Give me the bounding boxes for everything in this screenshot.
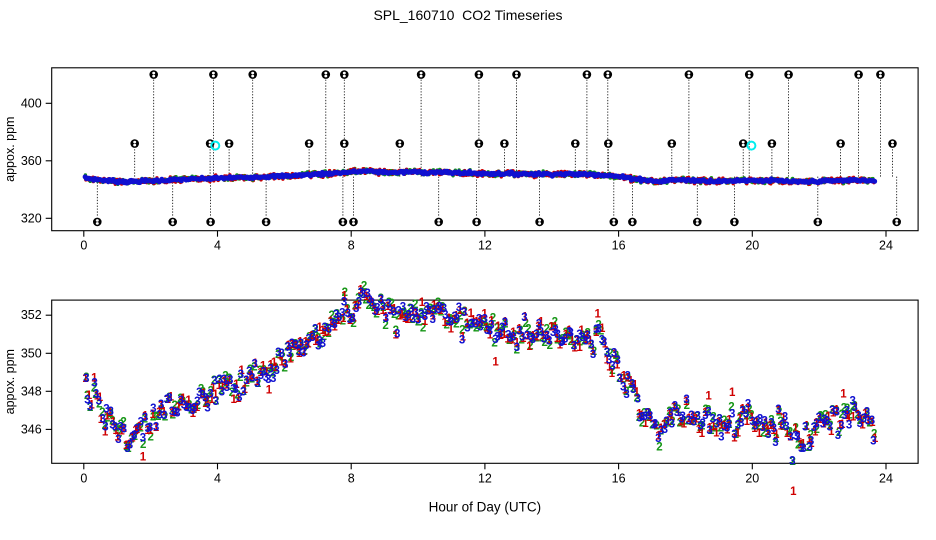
svg-text:3: 3 <box>683 394 689 406</box>
svg-text:3: 3 <box>341 296 347 308</box>
svg-text:3: 3 <box>240 387 246 399</box>
svg-text:400: 400 <box>21 96 42 110</box>
svg-text:1: 1 <box>594 309 601 321</box>
svg-text:346: 346 <box>21 422 42 436</box>
svg-text:3: 3 <box>521 312 527 324</box>
svg-text:3: 3 <box>802 421 808 433</box>
svg-text:appox. ppm: appox. ppm <box>3 349 17 414</box>
svg-text:1: 1 <box>790 486 797 498</box>
svg-text:24: 24 <box>879 239 893 253</box>
svg-text:352: 352 <box>21 308 42 322</box>
svg-text:3: 3 <box>808 436 814 448</box>
svg-text:4: 4 <box>214 471 221 485</box>
svg-text:3: 3 <box>312 323 318 335</box>
svg-text:8: 8 <box>348 239 355 253</box>
svg-text:1: 1 <box>140 451 147 463</box>
svg-text:3: 3 <box>870 436 876 448</box>
svg-text:3: 3 <box>282 359 288 371</box>
svg-text:3: 3 <box>669 419 675 431</box>
svg-text:3: 3 <box>121 423 127 435</box>
svg-text:3: 3 <box>789 455 795 467</box>
svg-text:3: 3 <box>771 423 777 435</box>
svg-text:350: 350 <box>21 346 42 360</box>
svg-text:3: 3 <box>761 415 767 427</box>
svg-text:3: 3 <box>102 421 108 433</box>
svg-text:3: 3 <box>794 431 800 443</box>
svg-text:4: 4 <box>214 239 221 253</box>
svg-text:3: 3 <box>461 307 467 319</box>
svg-text:3: 3 <box>706 425 712 437</box>
svg-text:3: 3 <box>115 434 121 446</box>
svg-text:3: 3 <box>846 419 852 431</box>
svg-text:3: 3 <box>488 320 494 332</box>
svg-text:360: 360 <box>21 154 42 168</box>
svg-text:3: 3 <box>623 389 629 401</box>
svg-text:3: 3 <box>459 334 465 346</box>
svg-text:1: 1 <box>492 357 499 369</box>
svg-text:Hour of Day (UTC): Hour of Day (UTC) <box>429 499 542 514</box>
svg-text:3: 3 <box>107 406 113 418</box>
svg-text:3: 3 <box>635 394 641 406</box>
svg-text:8: 8 <box>348 471 355 485</box>
svg-text:3: 3 <box>514 342 520 354</box>
svg-text:3: 3 <box>204 402 210 414</box>
svg-text:1: 1 <box>705 390 712 402</box>
svg-text:3: 3 <box>615 355 621 367</box>
svg-text:3: 3 <box>153 422 159 434</box>
svg-text:3: 3 <box>161 410 167 422</box>
svg-text:3: 3 <box>96 395 102 407</box>
svg-text:3: 3 <box>869 415 875 427</box>
svg-text:20: 20 <box>745 471 759 485</box>
svg-text:3: 3 <box>826 421 832 433</box>
svg-text:3: 3 <box>838 420 844 432</box>
svg-text:3: 3 <box>83 373 89 385</box>
svg-text:3: 3 <box>745 399 751 411</box>
svg-text:appox. ppm: appox. ppm <box>3 117 17 182</box>
svg-text:20: 20 <box>745 239 759 253</box>
svg-text:3: 3 <box>394 329 400 341</box>
svg-text:SPL_160710 CO2 Timeseries: SPL_160710 CO2 Timeseries <box>373 7 562 23</box>
svg-text:3: 3 <box>273 365 279 377</box>
svg-text:3: 3 <box>775 404 781 416</box>
svg-text:1: 1 <box>266 385 273 397</box>
svg-text:3: 3 <box>166 392 172 404</box>
svg-text:348: 348 <box>21 384 42 398</box>
svg-text:3: 3 <box>482 313 488 325</box>
svg-text:3: 3 <box>833 406 839 418</box>
svg-text:3: 3 <box>320 338 326 350</box>
svg-text:3: 3 <box>87 401 93 413</box>
svg-text:0: 0 <box>80 471 87 485</box>
svg-text:3: 3 <box>174 408 180 420</box>
svg-text:3: 3 <box>772 437 778 449</box>
svg-text:1: 1 <box>729 387 736 399</box>
svg-text:320: 320 <box>21 211 42 225</box>
svg-text:0: 0 <box>80 239 87 253</box>
svg-text:16: 16 <box>612 239 626 253</box>
svg-text:12: 12 <box>478 239 492 253</box>
svg-text:3: 3 <box>590 349 596 361</box>
svg-text:3: 3 <box>502 317 508 329</box>
svg-text:12: 12 <box>478 471 492 485</box>
svg-text:3: 3 <box>454 313 460 325</box>
svg-text:1: 1 <box>840 388 847 400</box>
svg-text:24: 24 <box>879 471 893 485</box>
svg-text:16: 16 <box>612 471 626 485</box>
